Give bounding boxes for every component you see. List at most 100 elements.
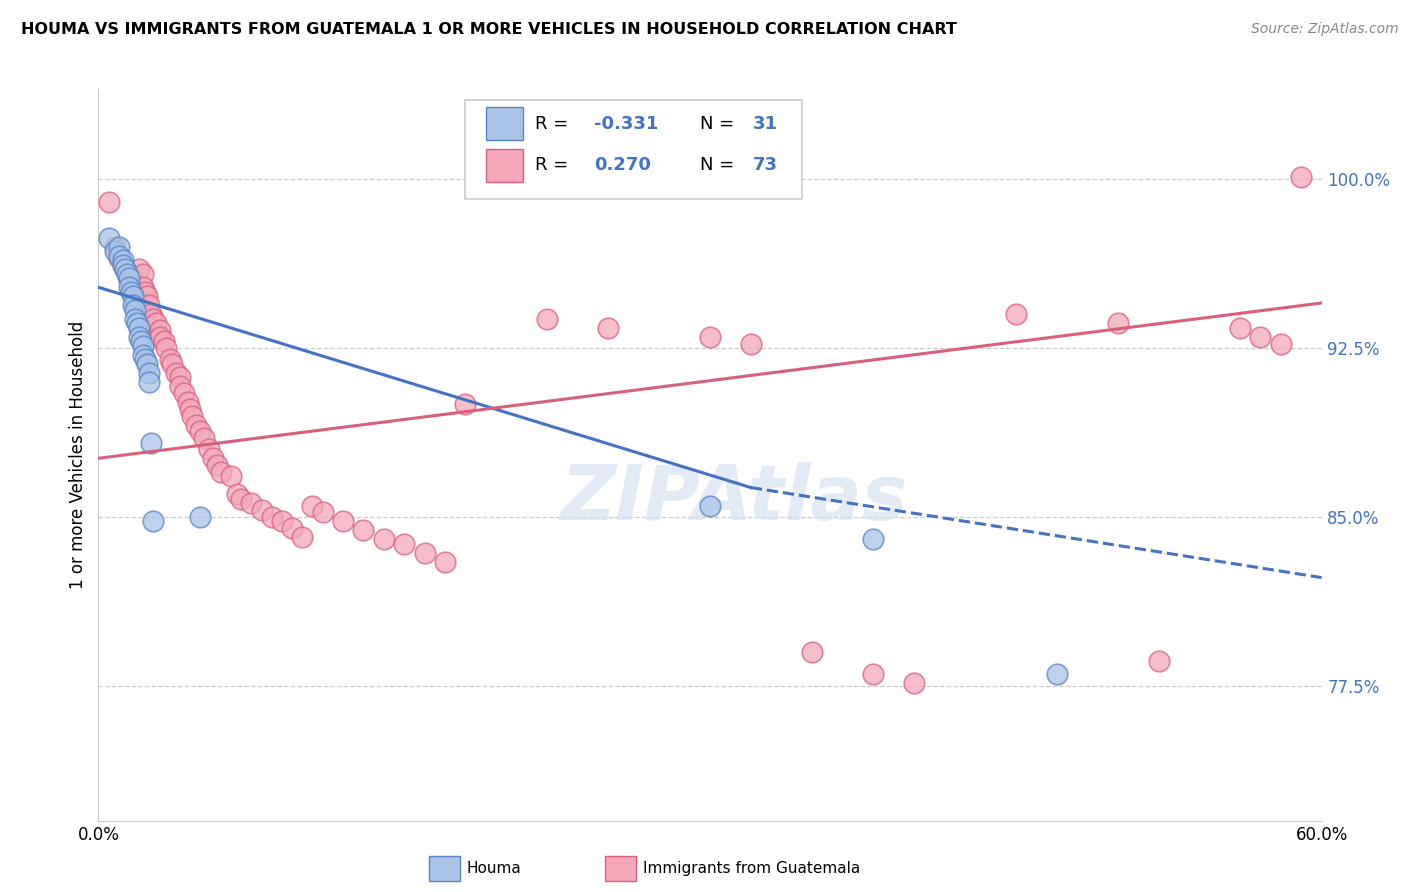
- Point: [138, 375, 160, 389]
- Text: 31: 31: [752, 115, 778, 133]
- Point: [201, 451, 224, 466]
- Point: [699, 499, 721, 513]
- Point: [128, 262, 150, 277]
- Point: [392, 537, 416, 551]
- Point: [332, 514, 354, 528]
- Text: N =: N =: [700, 115, 740, 133]
- Text: N =: N =: [700, 156, 740, 174]
- Point: [145, 316, 167, 330]
- Point: [1004, 307, 1026, 321]
- Point: [104, 244, 127, 259]
- Point: [209, 465, 232, 479]
- Point: [134, 352, 156, 367]
- Point: [111, 258, 134, 272]
- Point: [165, 366, 187, 380]
- Point: [132, 280, 155, 294]
- Point: [250, 503, 273, 517]
- Point: [124, 302, 146, 317]
- Point: [454, 397, 477, 411]
- Text: Houma: Houma: [467, 862, 522, 876]
- Point: [149, 323, 172, 337]
- Point: [169, 370, 191, 384]
- Point: [152, 334, 174, 349]
- Text: Immigrants from Guatemala: Immigrants from Guatemala: [643, 862, 860, 876]
- Point: [136, 289, 159, 303]
- Point: [142, 311, 165, 326]
- Point: [281, 521, 304, 535]
- Text: Source: ZipAtlas.com: Source: ZipAtlas.com: [1251, 22, 1399, 37]
- Point: [373, 533, 395, 547]
- FancyBboxPatch shape: [465, 100, 801, 199]
- Point: [169, 379, 191, 393]
- Point: [301, 499, 323, 513]
- Y-axis label: 1 or more Vehicles in Household: 1 or more Vehicles in Household: [69, 321, 87, 589]
- Point: [186, 417, 208, 432]
- Point: [118, 271, 141, 285]
- Point: [159, 352, 181, 367]
- Point: [138, 366, 160, 380]
- Point: [352, 524, 374, 538]
- Point: [124, 289, 146, 303]
- Point: [226, 487, 249, 501]
- Point: [598, 320, 620, 334]
- Point: [1107, 316, 1129, 330]
- Text: -0.331: -0.331: [593, 115, 658, 133]
- Point: [193, 431, 215, 445]
- Point: [188, 425, 212, 439]
- Point: [114, 262, 136, 277]
- Point: [260, 509, 283, 524]
- Point: [118, 280, 141, 294]
- Point: [1229, 320, 1251, 334]
- Point: [132, 267, 155, 281]
- Point: [128, 320, 150, 334]
- Point: [142, 514, 165, 528]
- Point: [1147, 654, 1170, 668]
- Point: [740, 336, 762, 351]
- Point: [1249, 330, 1271, 344]
- Point: [141, 307, 163, 321]
- FancyBboxPatch shape: [486, 149, 523, 182]
- Point: [132, 339, 155, 353]
- Point: [155, 341, 177, 355]
- Point: [205, 458, 228, 472]
- Point: [104, 240, 127, 254]
- Point: [1270, 336, 1292, 351]
- Point: [118, 267, 141, 281]
- Point: [291, 530, 314, 544]
- Text: R =: R =: [536, 115, 574, 133]
- Point: [177, 395, 200, 409]
- Point: [270, 514, 294, 528]
- Point: [111, 253, 134, 268]
- Point: [97, 231, 120, 245]
- Point: [862, 667, 884, 681]
- Point: [231, 491, 253, 506]
- Point: [128, 302, 150, 317]
- Point: [181, 409, 204, 423]
- Point: [219, 469, 242, 483]
- Text: ZIPAtlas: ZIPAtlas: [561, 462, 908, 536]
- Point: [160, 357, 183, 371]
- FancyBboxPatch shape: [486, 108, 523, 140]
- Point: [128, 330, 150, 344]
- Point: [111, 258, 134, 272]
- Point: [1045, 667, 1069, 681]
- Point: [536, 311, 558, 326]
- Point: [134, 285, 156, 299]
- Point: [127, 316, 149, 330]
- Point: [434, 555, 457, 569]
- Point: [97, 194, 120, 209]
- Point: [120, 285, 142, 299]
- Point: [114, 262, 136, 277]
- Text: HOUMA VS IMMIGRANTS FROM GUATEMALA 1 OR MORE VEHICLES IN HOUSEHOLD CORRELATION C: HOUMA VS IMMIGRANTS FROM GUATEMALA 1 OR …: [21, 22, 957, 37]
- Point: [903, 676, 925, 690]
- Point: [138, 298, 160, 312]
- Point: [141, 435, 163, 450]
- Point: [118, 273, 141, 287]
- Point: [312, 505, 335, 519]
- Point: [179, 401, 201, 416]
- Text: R =: R =: [536, 156, 574, 174]
- Point: [115, 267, 138, 281]
- Point: [122, 289, 145, 303]
- Point: [188, 509, 212, 524]
- Point: [173, 386, 195, 401]
